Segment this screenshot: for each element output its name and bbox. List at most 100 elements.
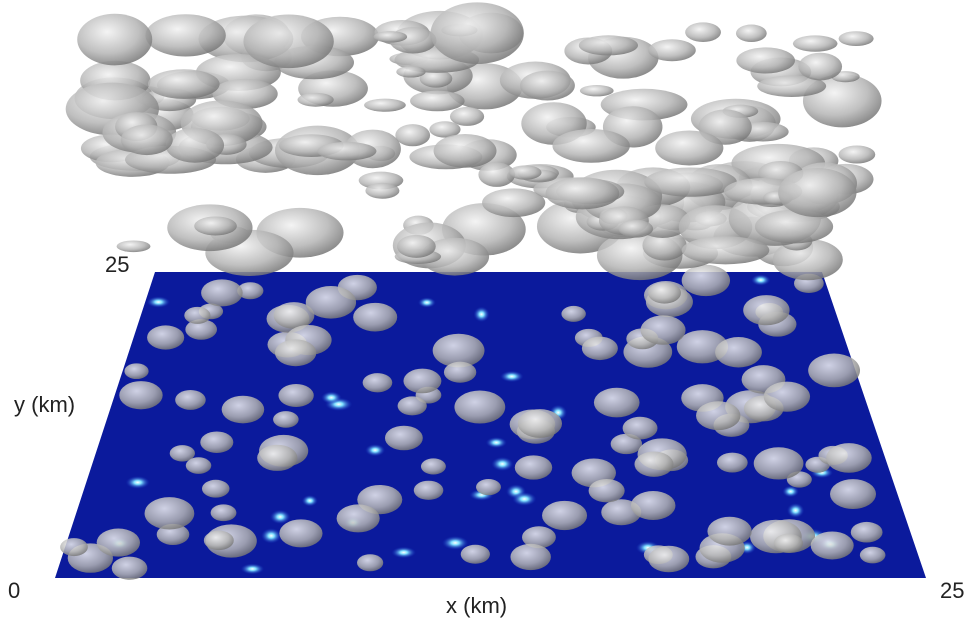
x-axis-label: x (km) <box>446 593 507 618</box>
hot-spot <box>751 274 771 286</box>
cloud <box>630 490 676 520</box>
hot-spot <box>391 546 417 559</box>
cloud <box>175 389 206 410</box>
cloud <box>184 306 211 324</box>
cloud <box>357 554 384 572</box>
cloud <box>579 85 614 97</box>
cloud <box>430 2 524 65</box>
cloud <box>757 75 827 97</box>
cloud <box>685 22 721 43</box>
cloud <box>593 387 640 418</box>
cloud <box>60 538 88 557</box>
cloud <box>561 305 586 322</box>
cloud <box>124 363 149 380</box>
x-tick-label: 0 <box>8 578 20 603</box>
hot-spot <box>512 492 537 506</box>
cloud <box>753 447 804 480</box>
cloud <box>520 70 575 101</box>
cloud <box>552 128 630 163</box>
cloud <box>147 325 185 350</box>
hot-spot <box>125 476 150 489</box>
cloud <box>353 302 398 332</box>
hot-spot <box>301 494 318 507</box>
cloud <box>510 543 551 571</box>
cloud <box>581 336 618 361</box>
cloud <box>373 31 408 43</box>
hot-spot <box>146 296 171 308</box>
cloud <box>850 521 883 543</box>
cloud <box>676 330 729 364</box>
cloud <box>305 285 357 319</box>
cloud <box>433 133 497 168</box>
cloud <box>365 182 400 199</box>
cloud <box>364 98 406 112</box>
cloud <box>715 337 762 368</box>
cloud <box>578 35 638 56</box>
cloud <box>203 530 234 551</box>
cloud <box>420 237 490 276</box>
hot-spot <box>417 297 436 308</box>
cloud <box>274 339 317 367</box>
cloud <box>237 282 264 300</box>
cloud <box>610 433 643 455</box>
cloud <box>640 315 686 345</box>
cloud <box>508 165 542 180</box>
cloud <box>642 230 687 261</box>
cloud <box>147 69 220 99</box>
cloud <box>622 416 658 440</box>
cloud <box>362 373 393 393</box>
cloud <box>773 533 804 553</box>
cloud <box>200 431 234 453</box>
cloud <box>514 455 553 480</box>
cloud <box>743 295 790 326</box>
cloud <box>278 384 314 407</box>
cloud <box>396 66 426 78</box>
cloud <box>201 479 230 498</box>
cloud <box>696 401 741 431</box>
cloud <box>432 333 485 368</box>
cloud <box>644 167 737 197</box>
cloud <box>221 395 265 424</box>
cloud <box>317 141 377 161</box>
cloud <box>243 14 334 69</box>
hot-spot <box>321 391 342 404</box>
cloud <box>545 177 620 210</box>
cloud <box>460 544 490 564</box>
cloud <box>829 479 877 510</box>
cloud <box>588 478 625 503</box>
cloud <box>838 31 874 47</box>
cloud <box>185 319 217 340</box>
hot-spot <box>500 370 524 383</box>
cloud <box>119 381 163 410</box>
cloud <box>273 411 299 428</box>
cloud <box>210 504 237 522</box>
hot-spot <box>786 503 805 518</box>
cloud <box>144 497 195 530</box>
cloud <box>395 124 431 147</box>
cloud <box>648 545 690 573</box>
cloud <box>410 90 465 112</box>
cloud <box>111 556 148 580</box>
cloud <box>648 282 681 304</box>
cloud <box>185 457 212 474</box>
cloud <box>517 409 563 438</box>
cloud <box>397 234 436 258</box>
hot-spot <box>365 444 386 457</box>
cloud <box>384 425 423 451</box>
cloud <box>413 480 444 500</box>
cloud <box>116 240 151 253</box>
cloud <box>449 106 485 126</box>
cloud <box>798 52 843 81</box>
cloud <box>859 546 886 564</box>
cloud <box>403 368 442 394</box>
cloud <box>169 445 195 462</box>
cloud <box>478 162 516 187</box>
cloud <box>297 92 334 107</box>
cloud <box>454 390 506 424</box>
hot-spot <box>491 456 514 472</box>
cloud <box>443 361 477 383</box>
hot-spot <box>473 306 490 323</box>
cloud <box>273 302 315 329</box>
cloud <box>648 39 696 62</box>
